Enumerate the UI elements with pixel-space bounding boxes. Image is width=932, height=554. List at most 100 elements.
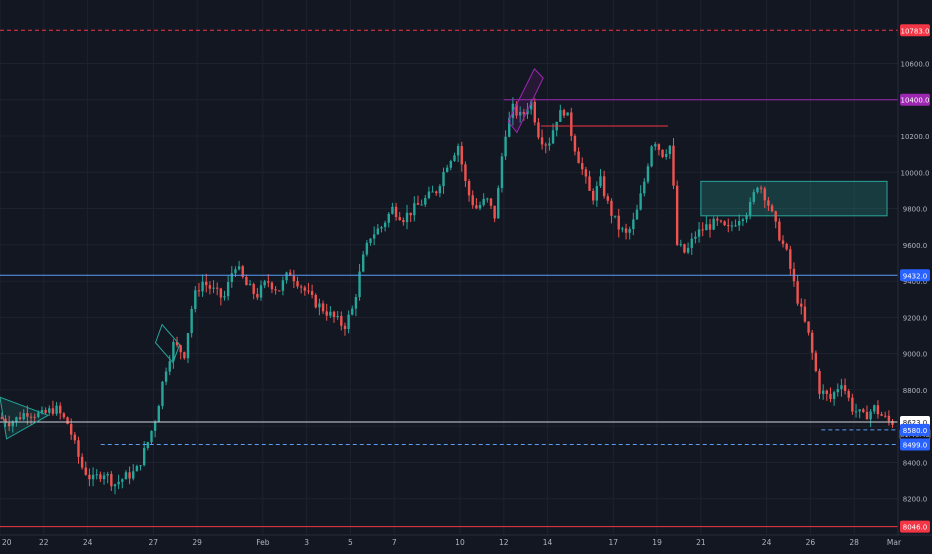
candle-body bbox=[102, 475, 106, 480]
drawings[interactable] bbox=[0, 68, 544, 440]
candle-body bbox=[851, 397, 854, 412]
triangle-drawing[interactable] bbox=[0, 396, 50, 440]
candle-body bbox=[756, 187, 759, 193]
horizontal-levels[interactable] bbox=[0, 29, 898, 528]
candle-body bbox=[621, 228, 624, 230]
candle-body bbox=[139, 465, 142, 467]
x-tick-label: 24 bbox=[83, 538, 93, 547]
candle-body bbox=[759, 187, 763, 189]
candle-body bbox=[591, 190, 595, 201]
candle-body bbox=[354, 297, 358, 309]
x-tick-label: 20 bbox=[2, 538, 12, 547]
candle-body bbox=[267, 281, 270, 283]
candle-body bbox=[369, 238, 372, 243]
candle-body bbox=[843, 385, 847, 391]
candle-body bbox=[588, 176, 591, 191]
candle-body bbox=[175, 341, 179, 346]
candle-body bbox=[478, 204, 482, 209]
x-tick-label: 22 bbox=[39, 538, 49, 547]
candle-body bbox=[599, 176, 602, 187]
candle-body bbox=[500, 156, 504, 188]
candle-body bbox=[880, 414, 883, 416]
candle-body bbox=[95, 474, 98, 476]
y-tick-label: 8800.0 bbox=[903, 387, 928, 395]
candle-body bbox=[734, 225, 737, 227]
candle-body bbox=[482, 198, 485, 205]
candle-body bbox=[11, 422, 14, 427]
x-tick-label: 17 bbox=[608, 538, 618, 547]
candle-body bbox=[398, 217, 401, 221]
candle-body bbox=[566, 112, 569, 116]
candle-body bbox=[475, 205, 478, 209]
wedge-drawing[interactable] bbox=[154, 323, 181, 364]
candle-body bbox=[22, 413, 25, 420]
candle-body bbox=[365, 242, 369, 255]
candle-body bbox=[624, 228, 628, 233]
supply-zone[interactable] bbox=[700, 180, 888, 217]
candle-body bbox=[358, 271, 361, 298]
candle-body bbox=[887, 415, 891, 421]
candle-body bbox=[825, 390, 829, 394]
candle-body bbox=[128, 472, 131, 479]
candle-body bbox=[413, 203, 416, 216]
candle-body bbox=[548, 143, 551, 146]
candle-body bbox=[551, 130, 555, 144]
candle-body bbox=[497, 187, 500, 219]
candle-body bbox=[281, 280, 285, 291]
candle-body bbox=[584, 169, 588, 177]
candle-body bbox=[161, 381, 164, 406]
candle-body bbox=[15, 417, 18, 423]
candle-body bbox=[854, 411, 858, 413]
candle-body bbox=[464, 164, 467, 181]
candle-body bbox=[372, 234, 376, 239]
candle-body bbox=[351, 308, 354, 315]
candle-body bbox=[117, 481, 120, 485]
candle-body bbox=[748, 201, 752, 216]
candle-body bbox=[628, 229, 631, 233]
candle-body bbox=[84, 467, 87, 475]
candle-body bbox=[55, 405, 58, 414]
candle-body bbox=[285, 272, 288, 281]
y-tick-label: 8200.0 bbox=[903, 496, 928, 504]
candle-body bbox=[544, 144, 547, 146]
candle-body bbox=[219, 288, 223, 298]
purple-channel-drawing[interactable] bbox=[507, 68, 544, 134]
candle-body bbox=[778, 221, 781, 241]
candle-body bbox=[263, 281, 266, 286]
candle-body bbox=[686, 247, 690, 253]
candle-body bbox=[215, 287, 219, 289]
candle-body bbox=[807, 321, 810, 333]
time-axis[interactable]: 20 22 24 27 29 Feb 3 5 7 10 12 14 17 19 21 24 26 28 Mar bbox=[2, 538, 902, 547]
level-10400-label-bg bbox=[900, 93, 930, 106]
candle-body bbox=[814, 352, 818, 372]
candle-body bbox=[248, 284, 252, 286]
candle-body bbox=[847, 390, 850, 398]
candle-body bbox=[453, 155, 456, 162]
candle-body bbox=[493, 205, 496, 219]
y-tick-label: 9400.0 bbox=[903, 278, 928, 286]
candle-body bbox=[504, 136, 507, 157]
candle-body bbox=[683, 244, 686, 253]
candle-body bbox=[376, 228, 380, 235]
candle-body bbox=[508, 117, 511, 137]
candle-body bbox=[172, 341, 175, 362]
candle-body bbox=[80, 456, 84, 468]
candle-body bbox=[241, 266, 244, 278]
candle-body bbox=[234, 269, 237, 274]
candle-body bbox=[595, 186, 599, 201]
candle-body bbox=[186, 333, 190, 359]
candle-body bbox=[533, 101, 536, 123]
y-tick-label: 10000.0 bbox=[901, 169, 930, 177]
candle-body bbox=[394, 206, 398, 218]
candle-body bbox=[318, 303, 321, 308]
candle-body bbox=[489, 198, 493, 206]
candle-body bbox=[789, 249, 792, 269]
candle-body bbox=[435, 191, 438, 194]
candle-body bbox=[537, 122, 540, 138]
candle-body bbox=[573, 135, 577, 152]
candle-body bbox=[752, 192, 756, 202]
zone-rect[interactable] bbox=[700, 180, 888, 217]
candle-body bbox=[661, 149, 664, 157]
